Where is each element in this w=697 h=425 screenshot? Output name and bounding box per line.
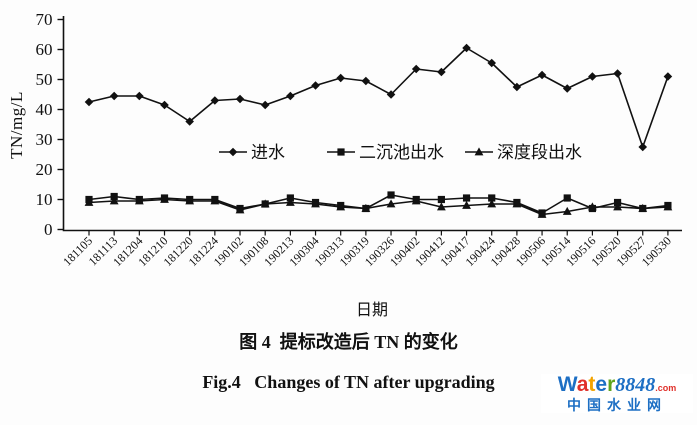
data-point-triangle — [588, 202, 597, 211]
x-axis-title: 日期 — [355, 302, 388, 319]
data-point-triangle — [386, 199, 396, 208]
y-tick-label: 10 — [36, 190, 53, 209]
data-point-diamond — [487, 58, 497, 68]
data-point-diamond — [235, 94, 245, 104]
data-point-triangle — [436, 202, 446, 211]
data-point-triangle — [361, 203, 371, 212]
data-point-triangle — [537, 209, 547, 218]
data-point-diamond — [185, 117, 194, 126]
data-point-diamond — [286, 91, 295, 101]
data-point-diamond — [84, 97, 94, 107]
y-axis-title: TN/mg/L — [7, 91, 26, 159]
data-point-square — [563, 194, 571, 202]
data-point-triangle — [613, 202, 622, 211]
data-point-diamond — [160, 100, 169, 110]
legend-diamond-marker — [228, 147, 238, 157]
data-point-diamond — [437, 67, 446, 77]
watermark-letter: a — [576, 373, 589, 397]
watermark-number: 8848 — [615, 374, 656, 397]
data-point-triangle — [638, 203, 648, 212]
watermark-dotcom: .com — [655, 383, 677, 394]
data-point-diamond — [311, 81, 320, 90]
series-line-2 — [88, 198, 668, 216]
watermark-letter: r — [607, 373, 616, 397]
data-point-triangle — [311, 199, 320, 208]
y-tick-label: 30 — [36, 130, 53, 149]
data-point-diamond — [109, 91, 119, 101]
data-point-diamond — [638, 142, 648, 152]
data-point-triangle — [285, 197, 295, 206]
y-tick-label: 20 — [36, 160, 53, 179]
data-point-triangle — [235, 205, 245, 214]
data-point-diamond — [411, 64, 421, 74]
watermark-letter: e — [595, 373, 608, 397]
data-point-square — [387, 191, 395, 199]
data-point-triangle — [260, 199, 270, 208]
legend-label: 深度段出水 — [497, 143, 582, 162]
legend-label: 二沉池出水 — [359, 143, 444, 162]
data-point-square — [488, 194, 496, 202]
data-point-triangle — [134, 196, 144, 205]
y-tick-label: 0 — [44, 220, 53, 239]
watermark-logo: Water8848.com 中国水业网 — [541, 374, 693, 413]
data-point-diamond — [361, 76, 371, 86]
axes — [62, 16, 682, 232]
data-point-triangle — [185, 196, 195, 205]
y-tick-label: 50 — [36, 70, 53, 89]
data-point-triangle — [512, 199, 522, 208]
legend-triangle-marker — [474, 147, 484, 156]
data-point-diamond — [588, 72, 597, 81]
data-point-diamond — [512, 82, 522, 92]
legend-square-marker — [337, 148, 345, 156]
data-point-triangle — [411, 196, 421, 205]
watermark-subtitle: 中国水业网 — [567, 397, 667, 414]
data-point-diamond — [260, 100, 270, 110]
data-point-diamond — [135, 91, 144, 101]
watermark-letter: t — [588, 373, 596, 397]
figure-caption-english: Fig.4 Changes of TN after upgrading — [202, 372, 495, 392]
y-tick-label: 70 — [36, 10, 53, 29]
data-point-diamond — [462, 43, 471, 53]
data-point-diamond — [537, 70, 547, 80]
series-line-0 — [88, 47, 669, 148]
data-point-triangle — [210, 196, 220, 205]
data-point-triangle — [160, 194, 169, 203]
watermark-letter: W — [557, 373, 577, 397]
data-point-diamond — [336, 73, 345, 83]
y-tick-label: 40 — [36, 100, 53, 119]
data-point-diamond — [562, 84, 572, 93]
watermark-wordmark: Water8848.com — [541, 374, 693, 396]
data-point-triangle — [462, 200, 471, 209]
legend-label: 进水 — [251, 143, 285, 162]
y-tick-label: 60 — [36, 40, 53, 59]
data-point-triangle — [562, 206, 572, 215]
data-point-triangle — [487, 199, 497, 208]
data-point-diamond — [613, 69, 622, 78]
data-point-square — [462, 194, 471, 202]
data-point-diamond — [663, 72, 673, 81]
data-point-diamond — [210, 96, 220, 105]
data-point-triangle — [336, 202, 346, 211]
data-point-triangle — [663, 202, 673, 211]
tn-line-chart: 0102030405060701811051811131812041812101… — [36, 10, 682, 269]
data-point-square — [437, 195, 445, 204]
data-point-triangle — [109, 196, 119, 205]
data-point-triangle — [84, 197, 94, 206]
figure-caption-chinese: 图 4 提标改造后 TN 的变化 — [239, 332, 458, 352]
data-point-diamond — [386, 90, 396, 99]
series-line-1 — [88, 194, 669, 214]
